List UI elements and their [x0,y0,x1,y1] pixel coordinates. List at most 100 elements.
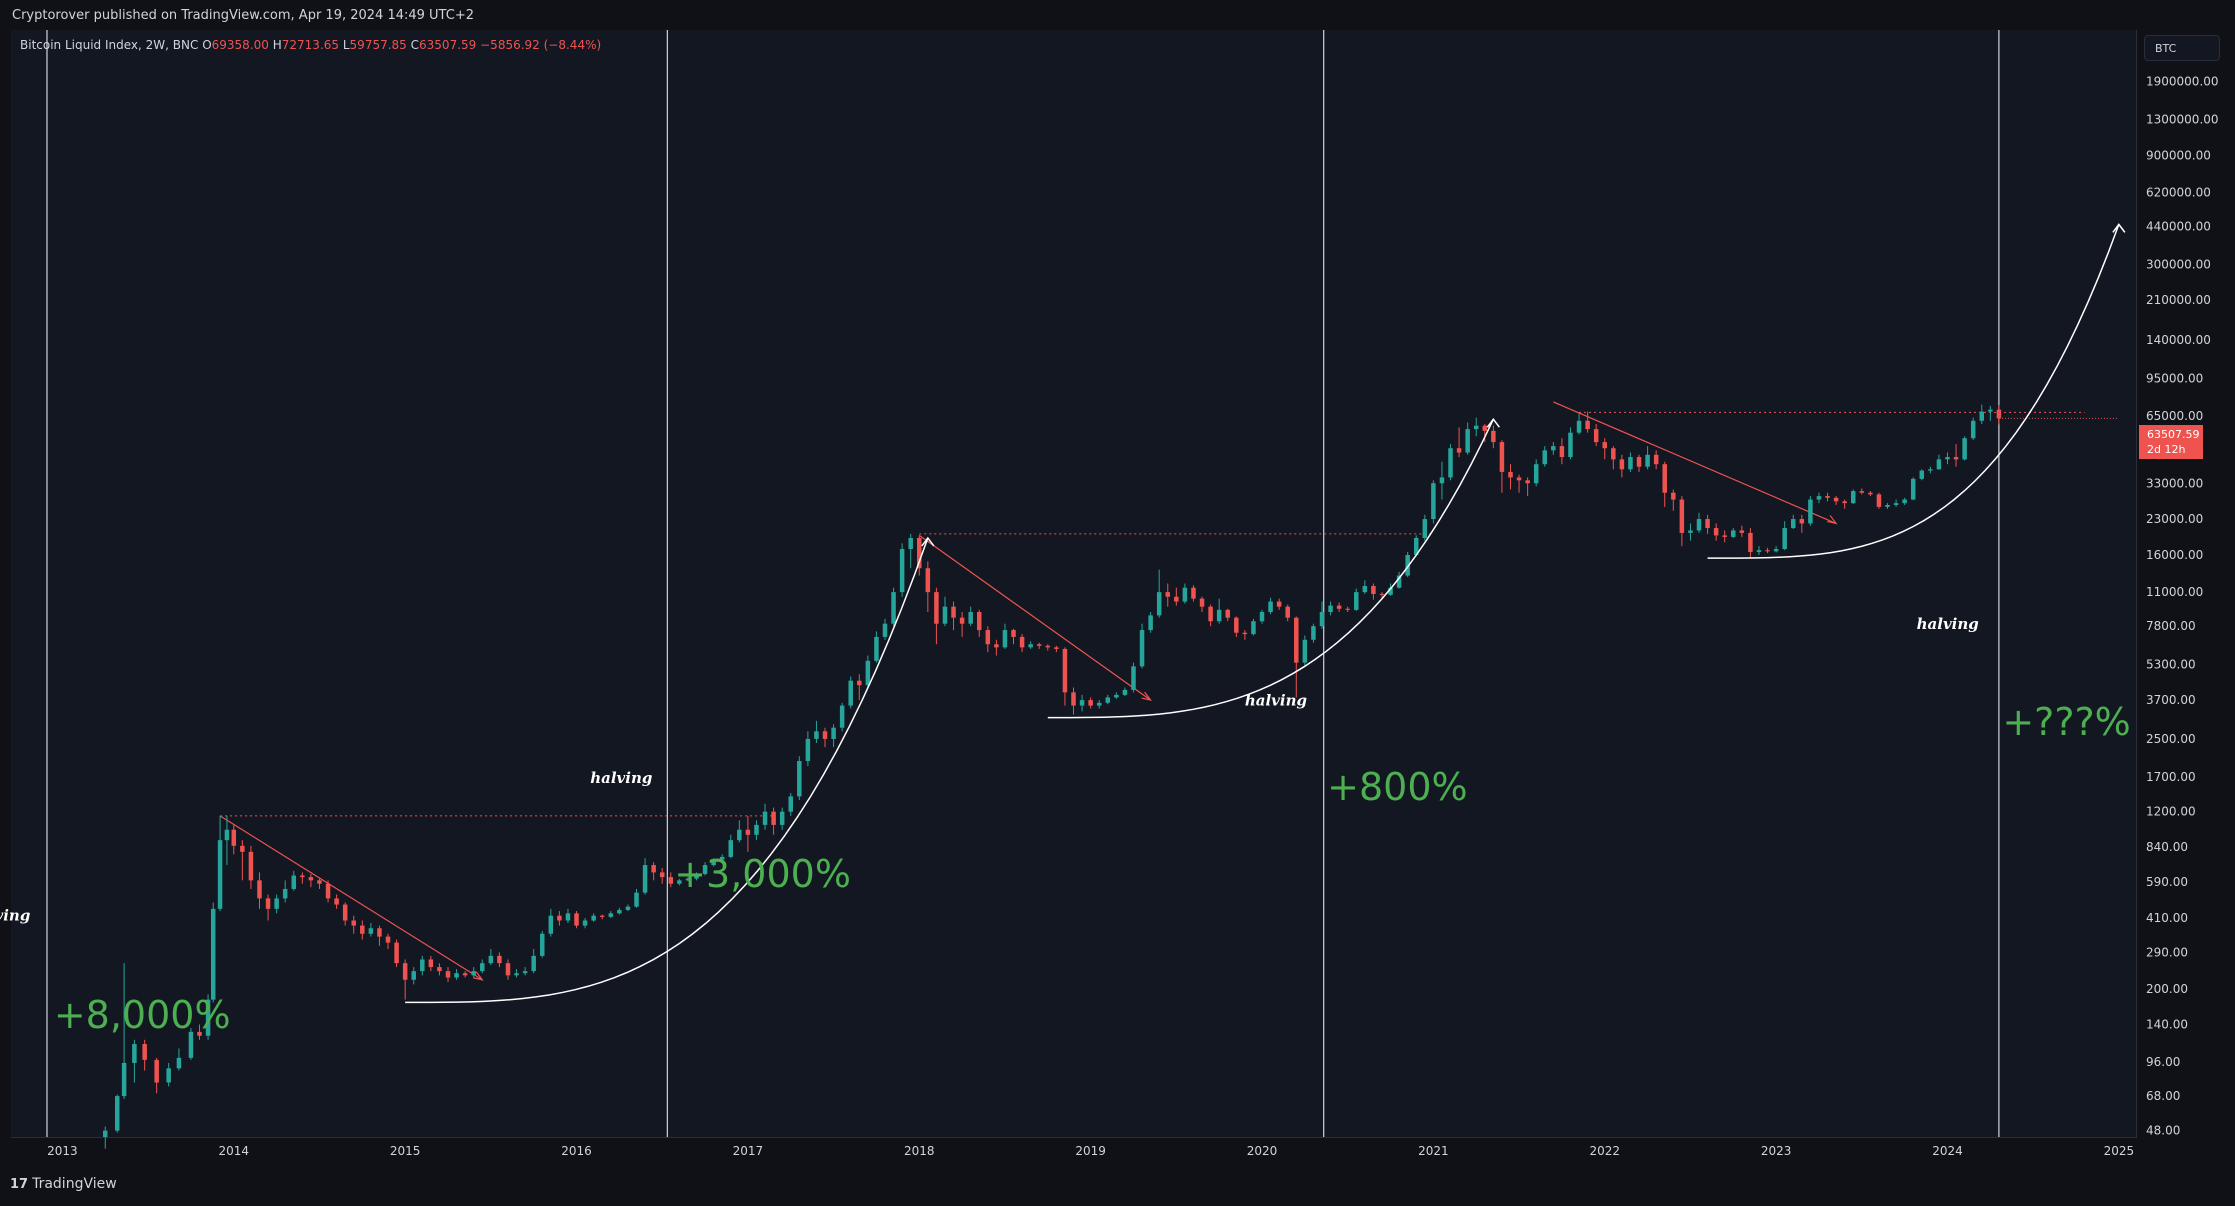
arrow-head-icon [921,536,935,547]
candle-body [608,913,614,917]
candle-body [462,973,468,976]
halving-label: halving [0,907,30,925]
bull-arc [405,537,929,1004]
candle-body [1328,605,1333,613]
high-value: 72713.65 [281,38,340,52]
candle-body [1988,409,1993,412]
x-tick-label: 2017 [733,1144,764,1158]
candle-body [1551,446,1556,451]
candle-body [1225,609,1230,618]
y-tick-label: 23000.00 [2146,512,2203,526]
candle-body [1311,626,1316,640]
candle-body [1294,617,1299,663]
candle-body [1739,530,1745,533]
last-price-box: 63507.59 2d 12h [2139,425,2203,459]
candle-body [308,877,314,881]
candle-body [994,644,999,648]
candle-body [1662,464,1667,493]
candle-body [1319,612,1325,627]
candle-body [617,909,622,914]
candle-body [1242,632,1248,635]
candle-body [1508,471,1513,478]
candle-body [1842,501,1847,504]
candle-body [231,829,237,846]
candle-body [334,898,339,905]
arrow-head-icon [1486,417,1500,428]
y-tick-label: 95000.00 [2146,371,2203,385]
candle-body [1919,470,1925,479]
candle-body [1456,448,1462,453]
publisher-text: Cryptorover published on TradingView.com… [12,8,474,23]
last-price: 63507.59 [2147,428,2200,441]
candle-body [1808,499,1813,524]
y-tick-label: 96.00 [2146,1055,2180,1069]
candle-body [822,731,828,739]
y-tick-label: 210000.00 [2146,293,2211,307]
candle-body [1439,477,1445,484]
candle-body [1345,608,1350,610]
candle-body [282,888,288,899]
candle-body [942,606,948,624]
candle-body [1885,504,1890,507]
candle-body [762,811,768,825]
candle-body [1876,494,1882,507]
low-value: 59757.85 [349,38,407,52]
candle-body [891,592,896,624]
candle-body [1782,528,1787,549]
candle-body [1062,648,1068,693]
candle-body [1379,593,1385,595]
candle-body [899,548,905,593]
candle-body [1791,519,1796,529]
candle-body [805,738,811,762]
candle-body [702,865,708,874]
y-tick-label: 440000.00 [2146,220,2211,234]
candle-body [1653,454,1659,465]
candle-body [497,955,502,964]
candle-body [121,1062,127,1097]
candle-body [265,898,271,909]
tradingview-brand: TradingView [32,1176,117,1192]
candle-body [514,973,519,976]
candle-body [1096,702,1102,706]
candle-body [1928,469,1933,471]
arrow-head-icon [1826,515,1838,525]
y-tick-label: 11000.00 [2146,585,2203,599]
candle-body [651,865,656,873]
bull-arc [1047,418,1495,719]
candle-body [1645,454,1650,467]
candle-body [1371,586,1376,594]
y-tick-label: 2500.00 [2146,732,2196,746]
candle-body [342,904,348,921]
y-tick-label: 48.00 [2146,1124,2180,1138]
candle-body [857,680,862,686]
candle-body [188,1031,194,1058]
candle-body [925,568,931,593]
currency-badge[interactable]: BTC [2144,35,2220,61]
candle-body [1396,575,1402,588]
candle-body [1199,598,1205,607]
candle-body [1259,612,1265,622]
candle-body [1542,450,1548,465]
candle-body [548,915,554,934]
candle-body [959,617,965,624]
candle-body [480,963,485,972]
candle-body [132,1044,137,1063]
x-tick-label: 2019 [1075,1144,1106,1158]
footer-brand[interactable]: 17 TradingView [10,1176,117,1192]
candle-body [917,537,922,569]
candle-body [205,999,211,1036]
candle-body [142,1044,147,1060]
candle-body [1516,477,1522,481]
candle-body [197,1031,202,1036]
high-label: H [272,38,282,52]
halving-label: halving [1917,615,1979,633]
candle-body [1713,528,1719,536]
candle-body [976,612,982,631]
chart-plot-area[interactable] [11,30,2137,1138]
candle-body [437,967,442,972]
candle-body [1585,420,1590,430]
candle-body [557,915,562,921]
candle-body [1019,636,1025,648]
x-tick-label: 2023 [1761,1144,1792,1158]
candle-body [582,920,588,926]
